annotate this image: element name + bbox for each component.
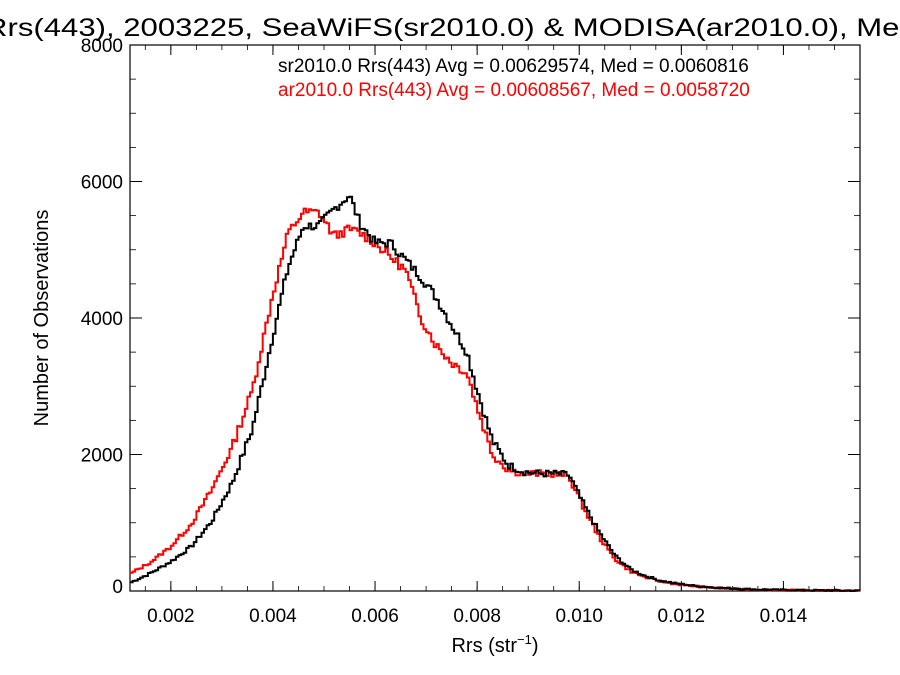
x-axis-label-close: ) — [532, 635, 539, 657]
legend: sr2010.0 Rrs(443) Avg = 0.00629574, Med … — [278, 56, 750, 101]
y-tick-label: 0 — [112, 577, 123, 598]
chart-title: Rrs(443), 2003225, SeaWiFS(sr2010.0) & M… — [0, 14, 900, 42]
x-tick-label: 0.006 — [351, 606, 399, 627]
series-line-ar2010 — [130, 207, 860, 592]
legend-entry: ar2010.0 Rrs(443) Avg = 0.00608567, Med … — [278, 80, 750, 101]
x-tick-label: 0.008 — [453, 606, 501, 627]
y-tick-label: 8000 — [81, 36, 123, 57]
y-tick-label: 2000 — [81, 446, 123, 467]
x-axis-label: Rrs (str−1) — [451, 632, 538, 657]
x-tick-label: 0.014 — [760, 606, 808, 627]
x-tick-label: 0.004 — [249, 606, 297, 627]
x-axis-label-superscript: −1 — [517, 632, 532, 647]
x-tick-label: 0.012 — [658, 606, 706, 627]
plot-frame — [129, 44, 861, 592]
series-line-sr2010 — [130, 195, 860, 592]
y-tick-label: 6000 — [81, 173, 123, 194]
y-tick-label: 4000 — [81, 309, 123, 330]
y-axis-label: Number of Observations — [31, 210, 53, 427]
x-tick-label: 0.002 — [147, 606, 195, 627]
x-tick-label: 0.010 — [555, 606, 603, 627]
axis-ticks: 0.002 0.004 0.006 0.008 0.010 0.012 0.014 0 2000… — [81, 36, 861, 627]
x-axis-label-main: Rrs (str — [451, 635, 517, 657]
legend-entry: sr2010.0 Rrs(443) Avg = 0.00629574, Med … — [278, 56, 749, 77]
series-layer — [130, 195, 860, 592]
